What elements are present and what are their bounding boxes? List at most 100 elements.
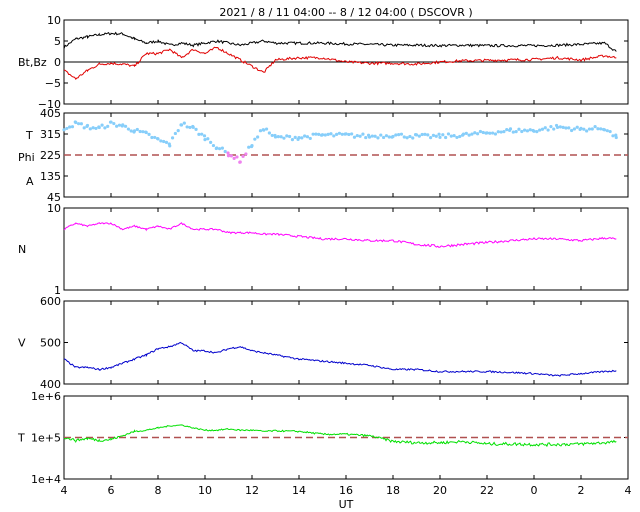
data-point [555, 125, 560, 130]
y-axis-label: T [17, 432, 25, 445]
data-point [65, 126, 69, 131]
data-point [70, 125, 75, 129]
data-point [264, 127, 269, 131]
panel-temperature: 1e+6 1e+5 1e+4 T [17, 390, 629, 486]
data-point [115, 124, 119, 128]
data-point [602, 128, 607, 132]
y-tick-label: 45 [47, 191, 61, 204]
data-point [505, 128, 509, 132]
data-point [543, 126, 547, 130]
data-point [532, 129, 536, 133]
data-point [170, 136, 175, 140]
data-point [511, 130, 515, 134]
data-point [244, 152, 248, 156]
data-point [123, 124, 128, 128]
x-tick-label: 20 [433, 484, 447, 497]
data-point [593, 125, 597, 129]
data-point [558, 125, 562, 129]
data-point [329, 132, 333, 136]
data-point [382, 135, 386, 140]
data-point [446, 132, 451, 136]
data-point [290, 137, 295, 142]
series-line-temperature [63, 424, 617, 448]
x-tick-label: 6 [108, 484, 115, 497]
data-point [68, 125, 72, 129]
x-tick-label: 22 [480, 484, 494, 497]
data-point [238, 160, 242, 164]
y-tick-label: 1e+5 [31, 432, 61, 445]
data-point [508, 127, 513, 131]
series-line-bt [63, 31, 617, 52]
data-point [273, 135, 278, 139]
data-point [347, 132, 351, 137]
data-point [340, 132, 344, 136]
data-point [135, 127, 139, 132]
data-point [323, 133, 327, 137]
x-tick-label: 14 [292, 484, 306, 497]
data-point [582, 127, 586, 131]
data-point [297, 135, 301, 140]
data-point [215, 146, 219, 150]
data-point [402, 135, 406, 139]
series-line-speed [63, 341, 617, 377]
data-point [608, 129, 612, 134]
data-point [232, 156, 236, 161]
data-point [470, 132, 474, 136]
data-point [335, 132, 339, 137]
data-point [270, 133, 274, 138]
data-point [397, 133, 401, 137]
data-point [162, 139, 166, 144]
data-point [226, 154, 231, 158]
data-point [517, 127, 521, 131]
data-point [596, 127, 600, 131]
data-point [144, 130, 148, 135]
data-point [455, 135, 459, 140]
data-point [444, 135, 448, 140]
data-point [502, 130, 506, 134]
panel-frame [63, 207, 629, 291]
data-point [394, 133, 398, 137]
data-point [85, 123, 90, 128]
data-point [223, 149, 227, 154]
panel-theta-phi: 405 315 225 135 45 T Phi A [18, 107, 629, 204]
panel-bt-bz: 10 5 0 −5 −10 Bt,Bz [18, 14, 629, 111]
y-axis-label: A [26, 175, 34, 188]
y-tick-label: 10 [47, 202, 61, 215]
data-point [185, 125, 189, 129]
data-point [535, 130, 539, 134]
data-point [314, 132, 318, 136]
data-point [164, 140, 169, 144]
data-point [575, 125, 579, 129]
data-point [514, 130, 518, 134]
panel-speed: 600 500 400 V [18, 295, 629, 391]
data-point [311, 132, 315, 136]
data-point [191, 125, 195, 129]
data-point [414, 133, 419, 137]
data-point [288, 134, 292, 139]
data-point [279, 135, 283, 139]
data-point [303, 134, 307, 138]
data-point [437, 132, 441, 136]
data-point [156, 137, 160, 141]
data-point [605, 129, 609, 133]
data-point [179, 123, 184, 127]
data-point [276, 135, 280, 139]
data-point [391, 134, 395, 139]
data-point [147, 132, 151, 137]
data-point [74, 120, 78, 125]
y-tick-label: 10 [47, 14, 61, 27]
data-point [564, 126, 568, 130]
data-point [132, 129, 137, 133]
series-line-bz [63, 46, 617, 81]
x-tick-label: 4 [625, 484, 632, 497]
data-point [614, 133, 618, 137]
x-tick-label: 10 [198, 484, 212, 497]
data-point [364, 135, 368, 140]
data-point [109, 120, 113, 124]
data-point [150, 135, 154, 140]
data-point [94, 126, 98, 131]
data-point [441, 133, 445, 137]
data-point [326, 132, 330, 136]
data-point [256, 135, 260, 139]
